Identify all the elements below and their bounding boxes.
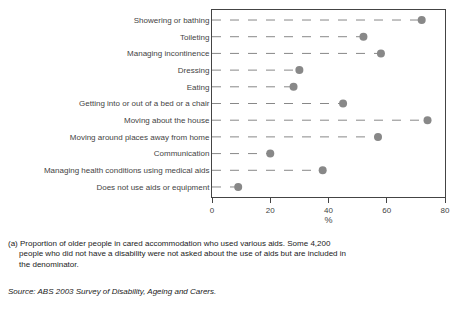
svg-text:Dressing: Dressing: [178, 66, 210, 75]
svg-text:Communication: Communication: [154, 149, 210, 158]
svg-text:(a) Proportion of older people: (a) Proportion of older people in cared …: [8, 239, 346, 269]
svg-text:Eating: Eating: [187, 83, 210, 92]
svg-text:Does not use aids or equipment: Does not use aids or equipment: [96, 183, 210, 192]
svg-text:20: 20: [266, 206, 275, 215]
svg-text:0: 0: [210, 206, 215, 215]
svg-text:Toileting: Toileting: [180, 33, 209, 42]
svg-text:80: 80: [441, 206, 450, 215]
svg-text:Moving around places away from: Moving around places away from home: [70, 133, 210, 142]
svg-text:40: 40: [324, 206, 333, 215]
svg-text:Moving about the house: Moving about the house: [124, 116, 210, 125]
svg-text:Getting into or out of a bed o: Getting into or out of a bed or a chair: [79, 99, 210, 108]
svg-text:60: 60: [382, 206, 391, 215]
svg-text:Source: ABS 2003 Survey of Dis: Source: ABS 2003 Survey of Disability, A…: [8, 287, 216, 296]
svg-text:Showering or bathing: Showering or bathing: [134, 16, 210, 25]
svg-text:Managing incontinence: Managing incontinence: [127, 49, 210, 58]
svg-text:%: %: [324, 215, 332, 225]
svg-text:Managing health conditions usi: Managing health conditions using medical…: [44, 166, 209, 175]
